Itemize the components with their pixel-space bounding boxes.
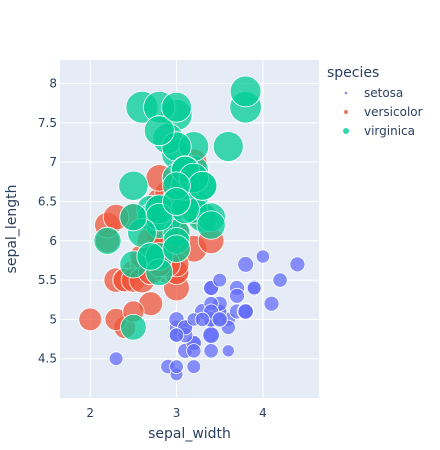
series-virginica — [93, 75, 262, 341]
y-axis-title: sepal_length — [4, 185, 20, 274]
setosa-point[interactable] — [108, 351, 124, 367]
x-tick-label: 3 — [173, 406, 181, 420]
y-tick-label: 7 — [49, 155, 57, 169]
legend[interactable]: species setosa versicolor virginica — [327, 65, 423, 138]
legend-item-versicolor[interactable]: versicolor — [344, 105, 423, 119]
series-setosa — [108, 249, 306, 382]
y-tick-label: 6.5 — [38, 194, 57, 208]
y-tick-label: 5.5 — [38, 273, 57, 287]
y-tick-label: 5 — [49, 312, 57, 326]
virginica-point[interactable] — [162, 234, 191, 263]
setosa-point[interactable] — [202, 326, 220, 344]
setosa-point[interactable] — [229, 287, 245, 304]
virginica-point[interactable] — [212, 131, 244, 162]
versicolor-point[interactable] — [78, 307, 102, 332]
virginica-point[interactable] — [162, 187, 191, 216]
setosa-point[interactable] — [169, 359, 184, 374]
virginica-point[interactable] — [136, 242, 165, 271]
virginica-point[interactable] — [118, 170, 149, 201]
virginica-point[interactable] — [161, 91, 192, 123]
virginica-point[interactable] — [119, 203, 148, 232]
y-tick-label: 4.5 — [38, 352, 57, 366]
legend-label-setosa: setosa — [364, 86, 403, 100]
x-tick-label: 4 — [259, 406, 267, 420]
legend-item-setosa[interactable]: setosa — [344, 86, 404, 100]
y-tick-label: 8 — [49, 77, 57, 91]
x-axis-title: sepal_width — [148, 426, 231, 442]
setosa-point[interactable] — [272, 272, 288, 288]
virginica-point[interactable] — [143, 115, 175, 147]
setosa-point[interactable] — [255, 249, 270, 264]
legend-label-versicolor: versicolor — [364, 105, 423, 119]
virginica-point[interactable] — [93, 226, 122, 255]
legend-marker-versicolor — [344, 110, 348, 114]
virginica-point[interactable] — [229, 75, 262, 108]
y-tick-label: 6 — [49, 234, 57, 248]
setosa-point[interactable] — [246, 280, 262, 296]
setosa-point[interactable] — [168, 327, 185, 343]
x-tick-label: 2 — [86, 406, 94, 420]
y-tick-labels: 4.5 5 5.5 6 6.5 7 7.5 8 — [38, 77, 57, 366]
virginica-point[interactable] — [120, 313, 147, 341]
setosa-point[interactable] — [237, 303, 254, 320]
setosa-point[interactable] — [186, 343, 202, 359]
setosa-point[interactable] — [203, 343, 219, 359]
legend-label-virginica: virginica — [364, 124, 415, 138]
legend-marker-virginica — [343, 128, 349, 134]
setosa-point[interactable] — [263, 295, 280, 312]
setosa-point[interactable] — [221, 344, 235, 358]
setosa-point[interactable] — [186, 359, 202, 374]
y-tick-label: 7.5 — [38, 116, 57, 130]
virginica-point[interactable] — [187, 170, 218, 201]
setosa-point[interactable] — [211, 311, 228, 328]
legend-marker-setosa — [344, 91, 348, 95]
legend-item-virginica[interactable]: virginica — [343, 124, 415, 138]
setosa-point[interactable] — [289, 256, 306, 273]
setosa-point[interactable] — [194, 311, 210, 327]
setosa-point[interactable] — [237, 256, 254, 273]
data-points — [78, 75, 306, 382]
virginica-point[interactable] — [196, 210, 226, 240]
legend-title: species — [327, 65, 379, 81]
setosa-point[interactable] — [212, 272, 228, 288]
x-tick-labels: 2 3 4 — [86, 406, 266, 420]
